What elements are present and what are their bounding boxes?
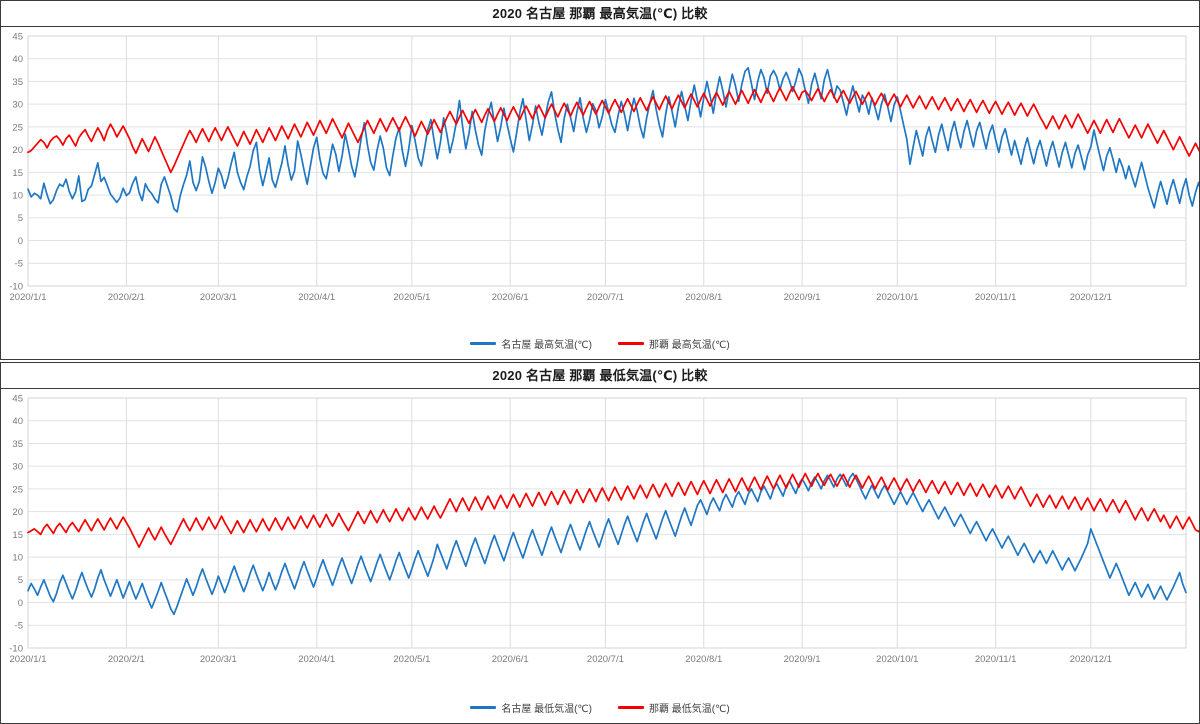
y-axis-tick-label: -10 — [9, 643, 23, 654]
y-axis-tick-label: 20 — [12, 145, 23, 156]
x-axis-tick-label: 2020/10/1 — [876, 292, 918, 303]
max-temp-legend: 名古屋 最高気温(℃) 那覇 最高気温(℃) — [1, 336, 1199, 351]
x-axis-tick-label: 2020/6/1 — [492, 654, 529, 665]
x-axis-tick-label: 2020/11/1 — [975, 292, 1017, 303]
series-line-nagoya — [27, 66, 1199, 213]
y-axis-tick-label: -5 — [15, 621, 23, 632]
legend-item-nagoya-min[interactable]: 名古屋 最低気温(℃) — [470, 700, 592, 715]
y-axis-tick-label: 15 — [12, 530, 23, 541]
x-axis-tick-label: 2020/7/1 — [587, 654, 624, 665]
x-axis-tick-label: 2020/5/1 — [393, 654, 430, 665]
x-axis-tick-label: 2020/8/1 — [685, 654, 722, 665]
legend-swatch-naha-min — [618, 706, 644, 709]
legend-swatch-nagoya-min — [470, 706, 497, 709]
min-temp-legend: 名古屋 最低気温(℃) 那覇 最低気温(℃) — [1, 700, 1199, 715]
max-temp-chart-card: 2020 名古屋 那覇 最高気温(℃) 比較 45 40 35 30 25 20 15 10 5… — [0, 0, 1200, 360]
legend-swatch-nagoya-max — [470, 342, 497, 345]
series-line-naha — [27, 472, 1199, 548]
x-axis-tick-label: 2020/1/1 — [10, 292, 47, 303]
legend-label-naha-min: 那覇 最低気温(℃) — [649, 704, 730, 715]
x-axis-tick-label: 2020/3/1 — [200, 292, 237, 303]
max-temp-plot-area: 45 40 35 30 25 20 15 10 5 0 -5 -10 2020/1/1 2020/2/1 2… — [1, 28, 1199, 318]
x-axis-tick-label: 2020/5/1 — [393, 292, 430, 303]
y-axis-tick-label: 40 — [12, 416, 23, 427]
legend-item-naha-min[interactable]: 那覇 最低気温(℃) — [618, 700, 730, 715]
legend-label-nagoya-max: 名古屋 最高気温(℃) — [501, 340, 592, 351]
min-temp-plot-area: 45 40 35 30 25 20 15 10 5 0 -5 -10 2020/1/1 2020/2/1 2… — [1, 390, 1199, 680]
x-axis-tick-label: 2020/4/1 — [298, 292, 335, 303]
y-axis-tick-label: 35 — [12, 77, 23, 88]
y-axis-tick-label: 10 — [12, 552, 23, 563]
x-axis-tick-label: 2020/10/1 — [876, 654, 918, 665]
min-temp-chart-card: 2020 名古屋 那覇 最低気温(℃) 比較 45 40 35 30 25 20 15 10 5… — [0, 362, 1200, 724]
x-axis-tick-label: 2020/8/1 — [685, 292, 722, 303]
series-line-nagoya — [27, 472, 1187, 616]
y-axis-tick-label: -10 — [9, 281, 23, 292]
x-axis-tick-label: 2020/12/1 — [1070, 292, 1112, 303]
plot-border — [27, 35, 1187, 287]
y-axis-tick-label: 30 — [12, 100, 23, 111]
y-axis-tick-label: 45 — [12, 393, 23, 404]
y-axis-tick-label: 0 — [18, 598, 23, 609]
x-axis-tick-label: 2020/1/1 — [10, 654, 47, 665]
x-axis-tick-label: 2020/6/1 — [492, 292, 529, 303]
x-axis-tick-label: 2020/12/1 — [1070, 654, 1112, 665]
x-axis-tick-label: 2020/7/1 — [587, 292, 624, 303]
legend-label-nagoya-min: 名古屋 最低気温(℃) — [501, 704, 592, 715]
y-axis-tick-label: 35 — [12, 439, 23, 450]
y-axis-tick-label: 5 — [18, 575, 23, 586]
y-axis-tick-label: 5 — [18, 213, 23, 224]
x-axis-tick-label: 2020/9/1 — [784, 654, 821, 665]
legend-item-naha-max[interactable]: 那覇 最高気温(℃) — [618, 336, 730, 351]
legend-swatch-naha-max — [618, 342, 644, 345]
x-axis-tick-label: 2020/3/1 — [200, 654, 237, 665]
min-temp-chart-title: 2020 名古屋 那覇 最低気温(℃) 比較 — [1, 363, 1199, 389]
y-axis-tick-label: 0 — [18, 236, 23, 247]
y-axis-tick-label: 40 — [12, 54, 23, 65]
x-axis-tick-label: 2020/4/1 — [298, 654, 335, 665]
max-temp-chart-title: 2020 名古屋 那覇 最高気温(℃) 比較 — [1, 1, 1199, 27]
legend-item-nagoya-max[interactable]: 名古屋 最高気温(℃) — [470, 336, 592, 351]
y-axis-tick-label: 30 — [12, 462, 23, 473]
x-axis-tick-label: 2020/9/1 — [784, 292, 821, 303]
series-line-naha — [27, 86, 1199, 174]
y-axis-tick-label: 10 — [12, 190, 23, 201]
y-axis-tick-label: 20 — [12, 507, 23, 518]
x-axis-tick-label: 2020/11/1 — [975, 654, 1017, 665]
y-axis-tick-label: 25 — [12, 484, 23, 495]
y-axis-tick-label: 25 — [12, 122, 23, 133]
x-axis-tick-label: 2020/2/1 — [108, 654, 145, 665]
x-axis-tick-label: 2020/2/1 — [108, 292, 145, 303]
y-axis-tick-label: 45 — [12, 31, 23, 42]
y-axis-tick-label: -5 — [15, 259, 23, 270]
y-axis-tick-label: 15 — [12, 168, 23, 179]
legend-label-naha-max: 那覇 最高気温(℃) — [649, 340, 730, 351]
